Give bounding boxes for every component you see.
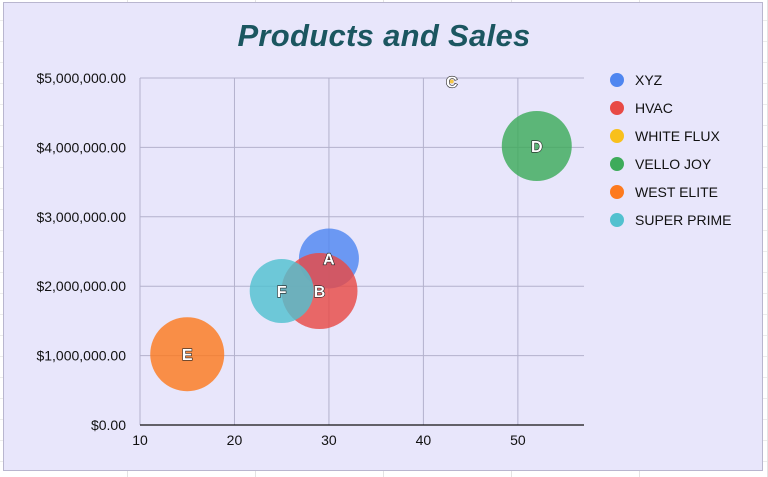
legend-item: WEST ELITE <box>610 178 731 206</box>
legend-swatch <box>610 185 624 199</box>
x-tick-label: 50 <box>510 432 526 448</box>
y-tick-label: $5,000,000.00 <box>36 70 126 86</box>
legend-swatch <box>610 213 624 227</box>
x-tick-label: 10 <box>132 432 148 448</box>
legend-label: HVAC <box>635 100 673 116</box>
legend-swatch <box>610 101 624 115</box>
bubble-label-f: F <box>277 284 287 301</box>
chart-title: Products and Sales <box>237 18 531 53</box>
bubble-d <box>501 111 572 182</box>
chart-legend: XYZ HVAC WHITE FLUX VELLO JOY WEST ELITE SUPE… <box>610 66 731 234</box>
y-tick-label: $2,000,000.00 <box>36 278 126 294</box>
legend-label: SUPER PRIME <box>635 212 732 228</box>
legend-label: WHITE FLUX <box>635 128 720 144</box>
y-tick-label: $3,000,000.00 <box>36 209 126 225</box>
legend-item: HVAC <box>610 94 731 122</box>
bubble-label-c: C <box>446 74 458 91</box>
bubble-c <box>449 79 454 84</box>
legend-item: VELLO JOY <box>610 150 731 178</box>
x-tick-label: 20 <box>227 432 243 448</box>
bubble-label-e: E <box>182 347 193 364</box>
legend-label: XYZ <box>635 72 663 88</box>
bubble-label-b: B <box>314 284 326 301</box>
legend-label: VELLO JOY <box>635 156 712 172</box>
legend-swatch <box>610 73 624 87</box>
bubble-e <box>150 317 225 392</box>
legend-swatch <box>610 157 624 171</box>
bubble-label-a: A <box>323 251 335 268</box>
x-tick-label: 40 <box>416 432 432 448</box>
bubble-f <box>249 259 314 324</box>
x-tick-label: 30 <box>321 432 337 448</box>
legend-label: WEST ELITE <box>635 184 718 200</box>
y-tick-label: $0.00 <box>91 417 126 433</box>
legend-item: SUPER PRIME <box>610 206 731 234</box>
y-tick-label: $1,000,000.00 <box>36 348 126 364</box>
chart-container[interactable] <box>3 2 763 471</box>
legend-swatch <box>610 129 624 143</box>
y-tick-label: $4,000,000.00 <box>36 139 126 155</box>
legend-item: XYZ <box>610 66 731 94</box>
legend-item: WHITE FLUX <box>610 122 731 150</box>
bubble-label-d: D <box>531 139 543 156</box>
